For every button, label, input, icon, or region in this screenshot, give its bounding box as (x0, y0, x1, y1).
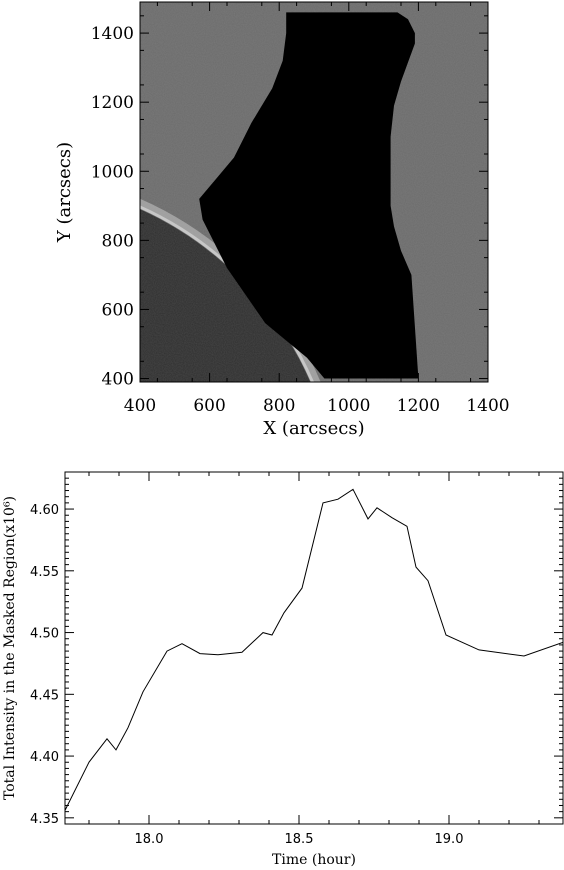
y-tick-label: 1200 (91, 93, 134, 113)
series-line (65, 488, 563, 811)
y-tick-label: 4.45 (30, 688, 59, 703)
x-tick-label: 1000 (327, 396, 370, 416)
x-tick-label: 400 (124, 396, 156, 416)
top-y-axis: 400 600 800 1000 1200 1400 (91, 15, 488, 390)
top-x-axis-label: X (arcsecs) (263, 418, 364, 439)
bottom-y-axis: 4.35 4.40 4.45 4.50 4.55 4.60 (30, 471, 563, 827)
y-tick-label: 4.35 (30, 812, 59, 827)
sky-image-panel: 400 600 800 1000 1200 1400 400 600 800 1000 1200 1… (54, 1, 510, 439)
x-tick-label: 18.0 (135, 832, 164, 847)
y-tick-label: 800 (102, 231, 134, 251)
y-tick-label: 1000 (91, 162, 134, 182)
image-frame (139, 1, 489, 383)
mask-region (199, 12, 419, 379)
bottom-y-axis-label: Total Intensity in the Masked Region(x10… (2, 496, 18, 800)
x-tick-label: 800 (263, 396, 295, 416)
x-tick-label: 18.5 (285, 832, 314, 847)
y-tick-label: 400 (102, 370, 134, 390)
plot-frame (64, 471, 564, 825)
y-tick-label: 4.55 (30, 565, 59, 580)
bottom-x-axis: 18.0 18.5 19.0 (88, 472, 540, 847)
x-tick-label: 1200 (397, 396, 440, 416)
image-area (140, 2, 488, 382)
intensity-line-panel: 18.0 18.5 19.0 4.35 4.40 4.45 4.50 4.55 4.60 Ti… (2, 471, 564, 868)
x-tick-label: 1400 (466, 396, 509, 416)
y-tick-label: 1400 (91, 24, 134, 44)
bottom-x-axis-label: Time (hour) (272, 852, 356, 868)
x-tick-label: 19.0 (435, 832, 464, 847)
y-tick-label: 4.40 (30, 750, 59, 765)
top-x-axis: 400 600 800 1000 1200 1400 (124, 2, 510, 416)
y-tick-label: 4.60 (30, 503, 59, 518)
x-tick-label: 600 (193, 396, 225, 416)
y-tick-label: 4.50 (30, 627, 59, 642)
y-tick-label: 600 (102, 300, 134, 320)
top-y-axis-label: Y (arcsecs) (54, 142, 75, 243)
